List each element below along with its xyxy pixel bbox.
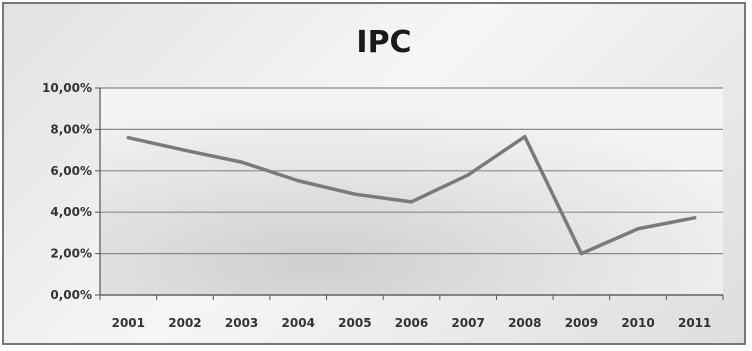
x-tick-label: 2001	[112, 316, 145, 330]
data-point	[579, 252, 583, 256]
x-tick-label: 2007	[451, 316, 484, 330]
data-point	[466, 173, 470, 177]
data-point	[126, 136, 130, 140]
x-tick-label: 2008	[508, 316, 541, 330]
y-tick-label: 8,00%	[50, 122, 92, 136]
x-tick-label: 2006	[395, 316, 428, 330]
x-tick-label: 2005	[338, 316, 371, 330]
plot-area	[100, 88, 723, 295]
y-tick-label: 2,00%	[50, 247, 92, 261]
data-point	[296, 179, 300, 183]
y-tick-label: 6,00%	[50, 164, 92, 178]
data-point	[693, 216, 697, 220]
y-tick-label: 10,00%	[42, 81, 92, 95]
data-point	[636, 227, 640, 231]
y-tick-label: 0,00%	[50, 288, 92, 302]
x-tick-label: 2010	[621, 316, 654, 330]
y-tick-label: 4,00%	[50, 205, 92, 219]
chart-title: IPC	[356, 25, 411, 60]
data-point	[523, 135, 527, 139]
x-tick-label: 2002	[168, 316, 201, 330]
data-point	[410, 200, 413, 204]
x-tick-label: 2009	[565, 316, 598, 330]
data-point	[183, 148, 187, 152]
data-point	[353, 192, 357, 196]
data-point	[240, 160, 244, 164]
x-tick-label: 2004	[282, 316, 315, 330]
x-tick-label: 2003	[225, 316, 258, 330]
x-tick-label: 2011	[678, 316, 711, 330]
